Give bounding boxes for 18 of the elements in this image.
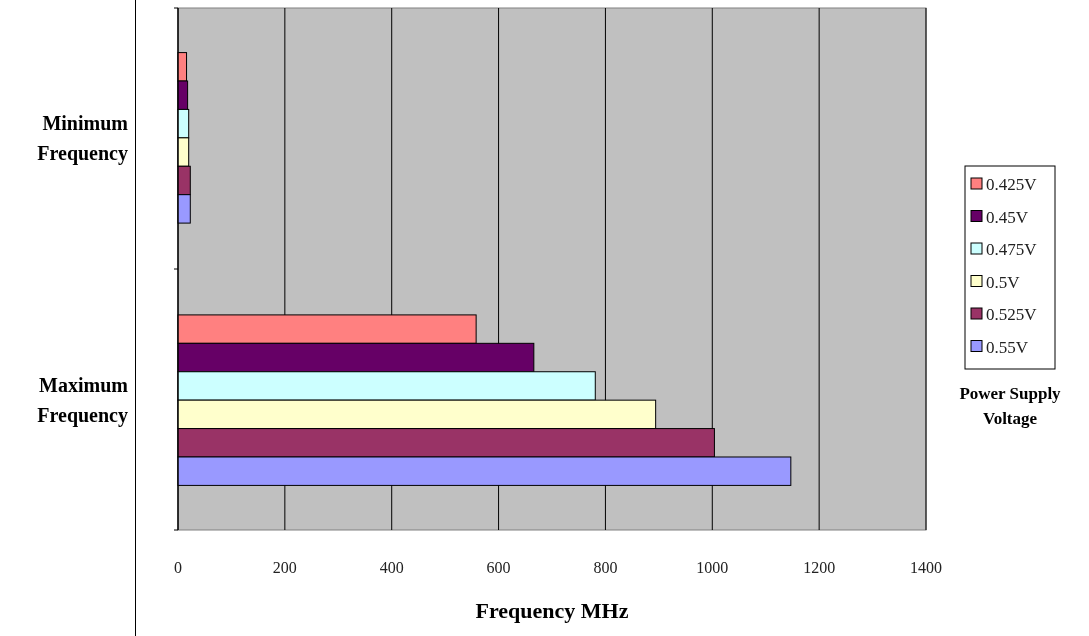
legend-label: 0.425V xyxy=(986,175,1038,194)
legend-label: 0.525V xyxy=(986,305,1038,324)
y-tick-label: Maximum Frequency xyxy=(37,374,129,428)
x-tick-label: 1000 xyxy=(696,559,729,576)
x-tick-label: 1200 xyxy=(803,559,836,576)
x-tick-label: 0 xyxy=(174,559,182,576)
x-tick-label: 200 xyxy=(272,559,297,576)
x-tick-label: 400 xyxy=(379,559,404,576)
x-tick-label: 800 xyxy=(593,559,618,576)
x-axis-title: Frequency MHz xyxy=(475,598,629,623)
y-tick-label: Minimum Frequency xyxy=(37,111,129,165)
legend-label: 0.475V xyxy=(986,240,1038,259)
legend-label: 0.55V xyxy=(986,337,1029,357)
legend-label: 0.5V xyxy=(986,272,1021,292)
x-tick-label: 600 xyxy=(486,559,511,576)
legend-label: 0.45V xyxy=(986,207,1029,227)
legend-title: Power Supply Voltage xyxy=(959,384,1062,428)
x-tick-label: 1400 xyxy=(910,559,942,576)
